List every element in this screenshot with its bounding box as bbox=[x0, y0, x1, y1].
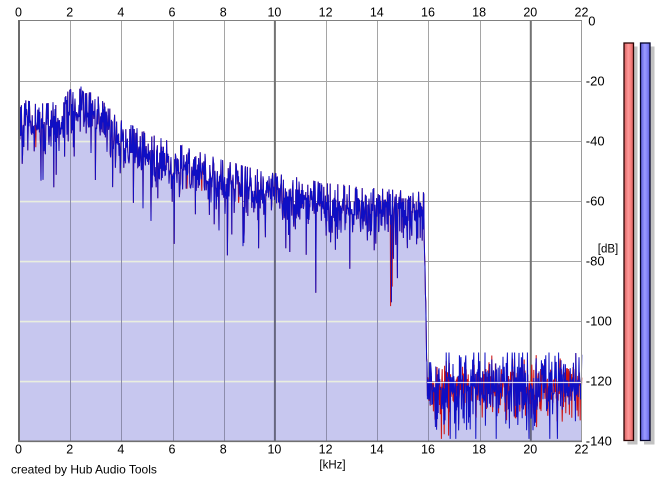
svg-text:8: 8 bbox=[220, 5, 227, 19]
svg-text:20: 20 bbox=[523, 5, 537, 19]
svg-text:[kHz]: [kHz] bbox=[319, 459, 345, 471]
svg-text:4: 4 bbox=[117, 5, 124, 19]
svg-text:14: 14 bbox=[370, 5, 384, 19]
svg-text:14: 14 bbox=[370, 443, 384, 457]
svg-text:0: 0 bbox=[15, 5, 22, 19]
svg-text:18: 18 bbox=[472, 443, 486, 457]
svg-text:-40: -40 bbox=[586, 134, 605, 149]
svg-text:-20: -20 bbox=[586, 74, 605, 89]
svg-text:-140: -140 bbox=[586, 434, 612, 449]
svg-text:-60: -60 bbox=[586, 194, 605, 209]
svg-text:6: 6 bbox=[169, 443, 176, 457]
svg-text:-100: -100 bbox=[586, 314, 612, 329]
svg-text:-120: -120 bbox=[586, 374, 612, 389]
svg-text:10: 10 bbox=[267, 5, 281, 19]
svg-text:-80: -80 bbox=[586, 254, 605, 269]
svg-text:6: 6 bbox=[169, 5, 176, 19]
svg-text:created by Hub Audio Tools: created by Hub Audio Tools bbox=[11, 463, 157, 477]
svg-text:4: 4 bbox=[117, 443, 124, 457]
svg-text:18: 18 bbox=[472, 5, 486, 19]
svg-text:22: 22 bbox=[575, 5, 589, 19]
svg-text:12: 12 bbox=[319, 5, 333, 19]
svg-text:20: 20 bbox=[523, 443, 537, 457]
svg-text:2: 2 bbox=[66, 443, 73, 457]
svg-text:2: 2 bbox=[66, 5, 73, 19]
svg-text:[dB]: [dB] bbox=[598, 243, 618, 255]
svg-text:10: 10 bbox=[267, 443, 281, 457]
svg-text:0: 0 bbox=[588, 14, 595, 29]
svg-text:0: 0 bbox=[15, 443, 22, 457]
svg-text:16: 16 bbox=[421, 443, 435, 457]
svg-text:8: 8 bbox=[220, 443, 227, 457]
svg-text:22: 22 bbox=[575, 443, 589, 457]
svg-text:16: 16 bbox=[421, 5, 435, 19]
svg-text:12: 12 bbox=[319, 443, 333, 457]
